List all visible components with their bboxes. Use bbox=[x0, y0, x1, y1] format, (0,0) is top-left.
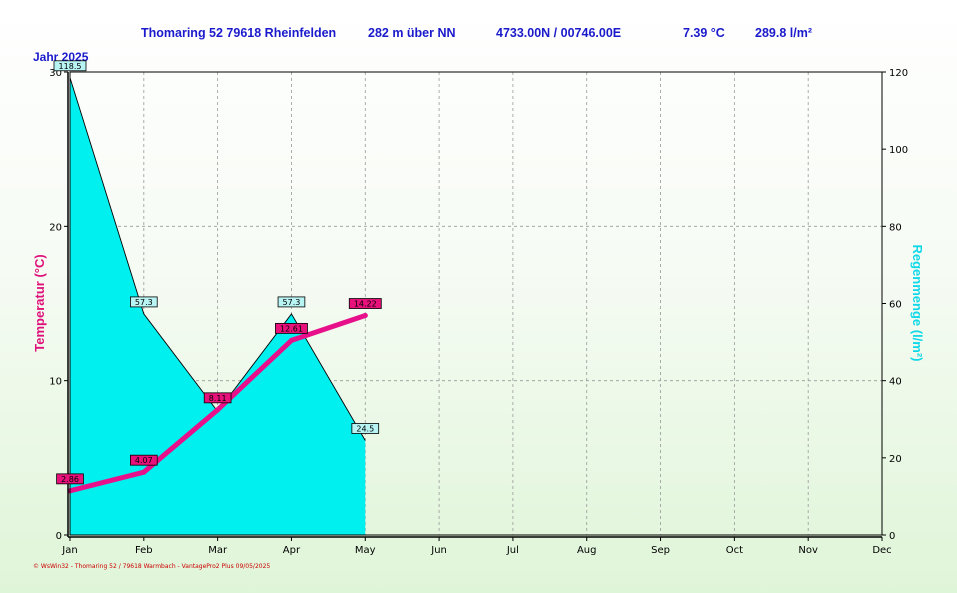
temperature-data-label-box bbox=[348, 298, 382, 309]
x-tick-label: Feb bbox=[135, 545, 153, 556]
rain-data-label-text: 57.3 bbox=[135, 298, 153, 307]
x-tick-label: Dec bbox=[872, 545, 891, 556]
rain-data-label-box bbox=[130, 296, 158, 308]
temperature-data-label-text: 12.61 bbox=[280, 324, 303, 333]
data-labels: 118.5 57.3 57.3 24.5 2.86 4.07 8.11 12.61 14.22 bbox=[53, 60, 382, 485]
rain-data-label: 118.5 bbox=[53, 60, 87, 72]
chart-header: Thomaring 52 79618 Rheinfelden 282 m übe… bbox=[141, 26, 812, 40]
right-tick-label: 60 bbox=[889, 300, 902, 311]
temperature-data-label: 8.11 bbox=[203, 392, 232, 404]
temperature-data-label-text: 14.22 bbox=[354, 300, 377, 309]
x-axis-ticks: Jan Feb Mar Apr May Jun Jul Aug Sep Oct Nov Dec bbox=[61, 537, 892, 556]
x-tick-label: Apr bbox=[283, 545, 301, 556]
left-tick-label: 10 bbox=[49, 377, 62, 388]
rain-area bbox=[70, 77, 366, 535]
temperature-data-label-box bbox=[130, 454, 158, 466]
x-tick-label: Sep bbox=[651, 545, 670, 556]
right-tick-label: 20 bbox=[889, 454, 902, 465]
temperature-line-layer bbox=[67, 313, 368, 494]
left-tick-label: 20 bbox=[49, 222, 62, 233]
rain-data-label-text: 57.3 bbox=[283, 298, 301, 307]
rain-data-label-box bbox=[351, 423, 380, 434]
temperature-point bbox=[215, 407, 221, 413]
temperature-data-label-text: 8.11 bbox=[209, 394, 227, 403]
rain-data-label: 57.3 bbox=[130, 296, 158, 308]
rain-data-label-text: 118.5 bbox=[59, 62, 82, 71]
x-tick-label: Nov bbox=[798, 545, 818, 556]
rain-data-label-text: 24.5 bbox=[356, 424, 374, 433]
right-tick-label: 80 bbox=[889, 222, 902, 233]
x-tick-label: Aug bbox=[577, 545, 597, 556]
temperature-data-label-box bbox=[56, 473, 84, 485]
right-tick-label: 100 bbox=[889, 145, 908, 156]
right-axis-ticks: 0 20 40 60 80 100 120 bbox=[882, 68, 908, 542]
right-axis-title: Regenmenge (l/m²) bbox=[910, 244, 925, 361]
right-tick-label: 120 bbox=[889, 68, 908, 79]
x-tick-label: Oct bbox=[726, 545, 743, 556]
temperature-data-label-box bbox=[275, 322, 308, 334]
rain-data-label: 57.3 bbox=[277, 296, 306, 308]
header-altitude: 282 m über NN bbox=[368, 26, 456, 40]
footer-credit: © WsWin32 - Thomaring 52 / 79618 Warmbac… bbox=[33, 563, 270, 570]
rain-data-label: 24.5 bbox=[351, 423, 380, 434]
rain-data-label-box bbox=[277, 296, 306, 308]
left-tick-label: 30 bbox=[49, 68, 62, 79]
x-tick-label: Jul bbox=[506, 545, 519, 556]
left-axis-ticks: 0 10 20 30 bbox=[49, 68, 68, 542]
x-tick-label: May bbox=[355, 545, 376, 556]
rain-data-label-box bbox=[53, 60, 87, 72]
temperature-data-label: 2.86 bbox=[56, 473, 84, 485]
temperature-data-label-box bbox=[203, 392, 232, 404]
x-tick-label: Jan bbox=[61, 545, 77, 556]
header-rain-total: 289.8 l/m² bbox=[755, 26, 812, 40]
x-tick-label: Mar bbox=[208, 545, 228, 556]
temperature-point bbox=[141, 469, 147, 475]
temperature-data-label: 14.22 bbox=[348, 298, 382, 309]
temperature-point bbox=[288, 337, 294, 343]
left-axis-title: Temperatur (°C) bbox=[32, 254, 47, 351]
header-avg-temp: 7.39 °C bbox=[683, 26, 725, 40]
header-location: Thomaring 52 79618 Rheinfelden bbox=[141, 26, 336, 40]
x-tick-label: Jun bbox=[430, 545, 447, 556]
temperature-data-label: 4.07 bbox=[130, 454, 158, 466]
temperature-data-label: 12.61 bbox=[275, 322, 308, 334]
right-tick-label: 0 bbox=[889, 531, 895, 542]
right-tick-label: 40 bbox=[889, 377, 902, 388]
temperature-data-label-text: 2.86 bbox=[61, 475, 79, 484]
left-tick-label: 0 bbox=[56, 531, 62, 542]
temperature-point bbox=[362, 313, 368, 319]
header-coords: 4733.00N / 00746.00E bbox=[496, 26, 621, 40]
temperature-data-label-text: 4.07 bbox=[135, 456, 153, 465]
